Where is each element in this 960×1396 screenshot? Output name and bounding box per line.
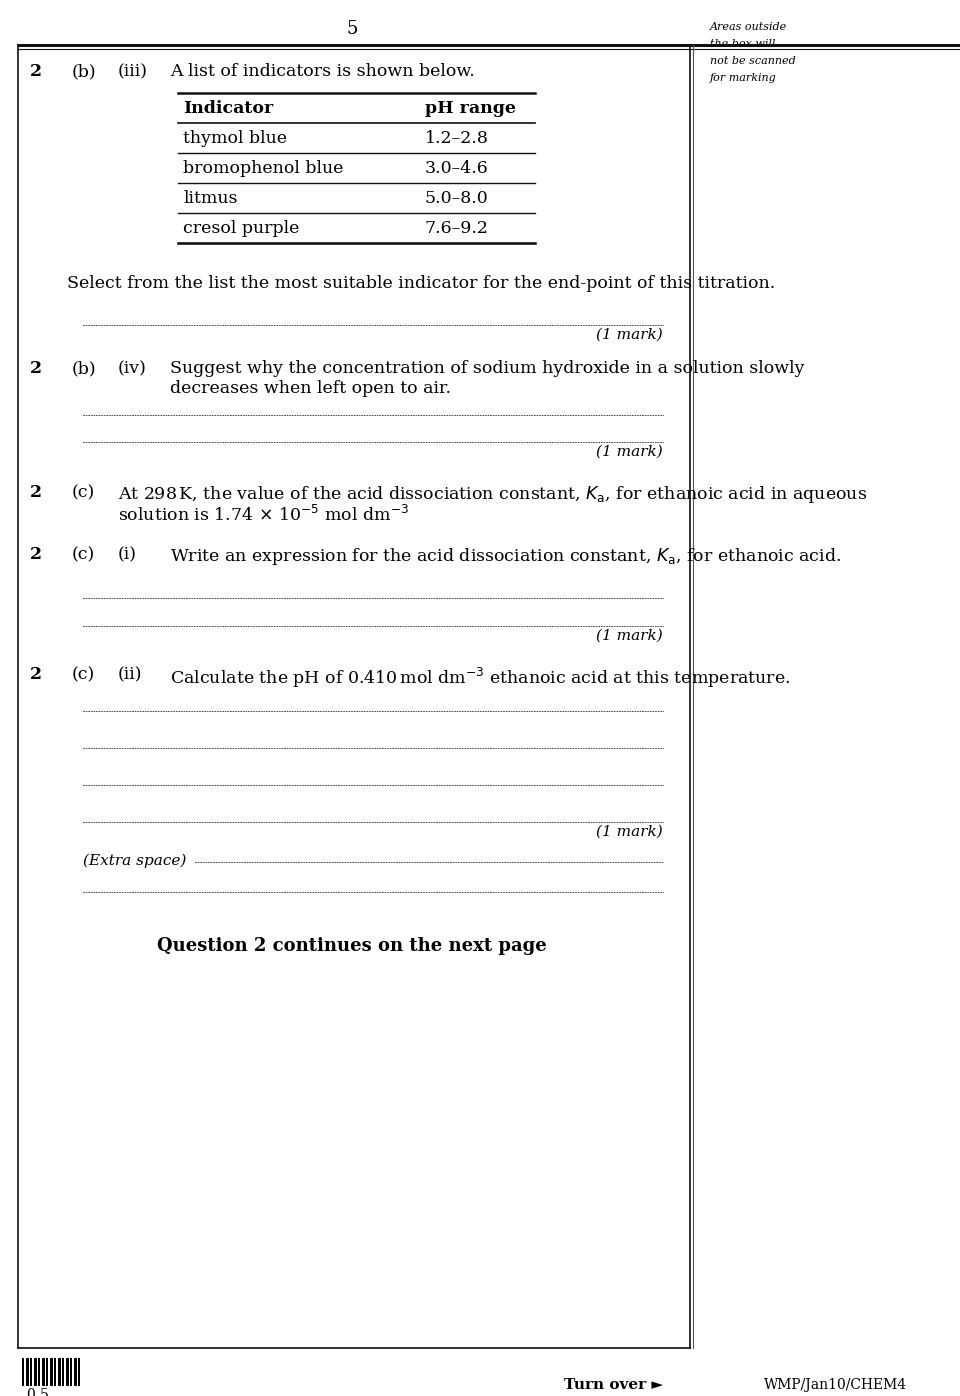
- Text: Turn over ►: Turn over ►: [564, 1378, 663, 1392]
- Text: the box will: the box will: [710, 39, 776, 49]
- Bar: [74, 1358, 77, 1386]
- Text: decreases when left open to air.: decreases when left open to air.: [170, 380, 451, 396]
- Text: pH range: pH range: [425, 101, 516, 117]
- Text: Calculate the pH of 0.410$\,$mol dm$^{-3}$ ethanoic acid at this temperature.: Calculate the pH of 0.410$\,$mol dm$^{-3…: [170, 666, 790, 690]
- Text: 3.0–4.6: 3.0–4.6: [425, 161, 489, 177]
- Text: Indicator: Indicator: [183, 101, 274, 117]
- Text: At 298$\,$K, the value of the acid dissociation constant, $K_\mathrm{a}$, for et: At 298$\,$K, the value of the acid disso…: [118, 484, 867, 505]
- Text: cresol purple: cresol purple: [183, 221, 300, 237]
- Text: Areas outside: Areas outside: [710, 22, 787, 32]
- Text: 1.2–2.8: 1.2–2.8: [425, 130, 489, 147]
- Text: (Extra space): (Extra space): [83, 854, 186, 868]
- Text: Select from the list the most suitable indicator for the end-point of this titra: Select from the list the most suitable i…: [67, 275, 776, 292]
- Text: (1 mark): (1 mark): [596, 825, 663, 839]
- Bar: [22, 1358, 23, 1386]
- Text: 2: 2: [30, 546, 42, 563]
- Text: 2: 2: [30, 484, 42, 501]
- Text: (1 mark): (1 mark): [596, 328, 663, 342]
- Text: 2: 2: [30, 360, 42, 377]
- Text: (c): (c): [72, 666, 95, 683]
- Text: thymol blue: thymol blue: [183, 130, 287, 147]
- Text: 5: 5: [347, 20, 358, 38]
- Text: (iii): (iii): [118, 63, 148, 80]
- Text: (1 mark): (1 mark): [596, 445, 663, 459]
- Text: Write an expression for the acid dissociation constant, $K_\mathrm{a}$, for etha: Write an expression for the acid dissoci…: [170, 546, 841, 567]
- Bar: [78, 1358, 80, 1386]
- Bar: [26, 1358, 29, 1386]
- Text: (c): (c): [72, 484, 95, 501]
- Text: (ii): (ii): [118, 666, 142, 683]
- Bar: [46, 1358, 47, 1386]
- Bar: [50, 1358, 53, 1386]
- Text: 2: 2: [30, 63, 42, 80]
- Text: 7.6–9.2: 7.6–9.2: [425, 221, 489, 237]
- Bar: [58, 1358, 60, 1386]
- Text: (b): (b): [72, 360, 97, 377]
- Text: WMP/Jan10/CHEM4: WMP/Jan10/CHEM4: [763, 1378, 906, 1392]
- Bar: [70, 1358, 71, 1386]
- Text: 2: 2: [30, 666, 42, 683]
- Bar: [30, 1358, 32, 1386]
- Text: not be scanned: not be scanned: [710, 56, 796, 66]
- Text: Question 2 continues on the next page: Question 2 continues on the next page: [157, 937, 547, 955]
- Text: (i): (i): [118, 546, 137, 563]
- Bar: [42, 1358, 44, 1386]
- Text: A list of indicators is shown below.: A list of indicators is shown below.: [170, 63, 475, 80]
- Text: Suggest why the concentration of sodium hydroxide in a solution slowly: Suggest why the concentration of sodium …: [170, 360, 804, 377]
- Bar: [54, 1358, 56, 1386]
- Bar: [34, 1358, 36, 1386]
- Text: litmus: litmus: [183, 190, 237, 207]
- Text: bromophenol blue: bromophenol blue: [183, 161, 344, 177]
- Text: 5.0–8.0: 5.0–8.0: [425, 190, 489, 207]
- Bar: [38, 1358, 39, 1386]
- Text: (b): (b): [72, 63, 97, 80]
- Bar: [62, 1358, 63, 1386]
- Text: (iv): (iv): [118, 360, 147, 377]
- Bar: [66, 1358, 68, 1386]
- Text: (c): (c): [72, 546, 95, 563]
- Text: for marking: for marking: [710, 73, 777, 82]
- Text: 0 5: 0 5: [27, 1388, 49, 1396]
- Text: solution is 1.74 $\times$ 10$^{-5}$ mol dm$^{-3}$: solution is 1.74 $\times$ 10$^{-5}$ mol …: [118, 505, 409, 525]
- Text: (1 mark): (1 mark): [596, 630, 663, 644]
